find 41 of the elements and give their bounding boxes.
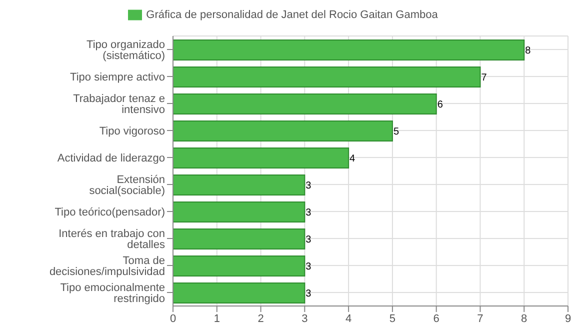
bar: [173, 148, 350, 168]
x-tick-label: 3: [302, 312, 308, 325]
y-tick-label: Actividad de liderazgo: [57, 152, 165, 164]
bar: [173, 174, 306, 196]
data-label: 3: [306, 288, 312, 300]
x-tick-label: 1: [214, 312, 220, 325]
bar: [173, 94, 437, 114]
data-label: 3: [306, 180, 312, 192]
bar: [173, 228, 306, 250]
x-tick-label: 0: [170, 312, 176, 325]
x-tick-label: 7: [477, 312, 484, 325]
data-label: 3: [306, 208, 312, 219]
x-tick-label: 8: [521, 312, 528, 325]
bar: [173, 40, 525, 60]
data-label: 3: [306, 234, 312, 246]
y-tick-label: Extensión social(sociable): [89, 174, 165, 197]
x-tick-label: 4: [345, 312, 352, 325]
y-tick-label: Toma de decisiones/impulsividad: [49, 254, 165, 278]
data-label: 6: [437, 100, 444, 111]
bar: [173, 202, 306, 222]
x-tick-label: 2: [258, 312, 264, 325]
y-tick-label: Trabajador tenaz e intensivo: [73, 92, 165, 116]
data-label: 4: [350, 154, 356, 165]
legend-label: Gráfica de personalidad de Janet del Rocio Gaitan Gamboa: [146, 8, 438, 21]
y-tick-label: Tipo vigoroso: [99, 125, 165, 138]
bar: [173, 282, 306, 304]
y-tick-label: Tipo emocionalmente restringido: [60, 282, 165, 305]
data-label: 8: [525, 46, 532, 57]
data-label: 3: [306, 262, 312, 273]
y-tick-label: Tipo siempre activo: [70, 71, 165, 84]
y-tick-label: Interés en trabajo con detalles: [58, 228, 166, 251]
data-label: 7: [481, 72, 488, 84]
bar: [173, 66, 481, 88]
y-tick-label: Tipo organizado (sistemático): [86, 38, 165, 62]
x-tick-label: 6: [433, 312, 440, 325]
bar: [173, 120, 393, 142]
y-tick-label: Tipo teórico(pensador): [54, 206, 165, 218]
x-tick-label: 5: [389, 312, 396, 325]
data-label: 5: [393, 126, 400, 138]
bar: [173, 256, 306, 276]
x-tick-label: 9: [564, 312, 572, 325]
